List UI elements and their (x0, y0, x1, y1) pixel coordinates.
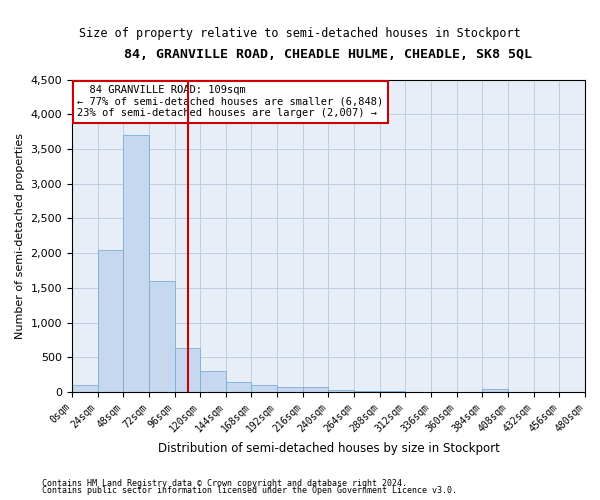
Bar (328, 390, 354, 392)
Bar (123, 135, 149, 392)
Bar (251, 385, 277, 392)
Bar (98, 250, 123, 392)
Bar (149, 281, 175, 392)
Y-axis label: Number of semi-detached properties: Number of semi-detached properties (15, 133, 25, 339)
X-axis label: Distribution of semi-detached houses by size in Stockport: Distribution of semi-detached houses by … (158, 442, 499, 455)
Text: 84 GRANVILLE ROAD: 109sqm
← 77% of semi-detached houses are smaller (6,848)
23% : 84 GRANVILLE ROAD: 109sqm ← 77% of semi-… (77, 86, 383, 118)
Bar (72, 385, 98, 392)
Text: Size of property relative to semi-detached houses in Stockport: Size of property relative to semi-detach… (79, 28, 521, 40)
Bar (277, 386, 303, 392)
Bar (482, 389, 508, 392)
Text: Contains public sector information licensed under the Open Government Licence v3: Contains public sector information licen… (42, 486, 457, 495)
Bar (200, 371, 226, 392)
Bar (354, 390, 380, 392)
Bar (303, 388, 328, 392)
Bar (226, 382, 251, 392)
Title: 84, GRANVILLE ROAD, CHEADLE HULME, CHEADLE, SK8 5QL: 84, GRANVILLE ROAD, CHEADLE HULME, CHEAD… (124, 48, 532, 60)
Text: Contains HM Land Registry data © Crown copyright and database right 2024.: Contains HM Land Registry data © Crown c… (42, 478, 407, 488)
Bar (175, 348, 200, 392)
